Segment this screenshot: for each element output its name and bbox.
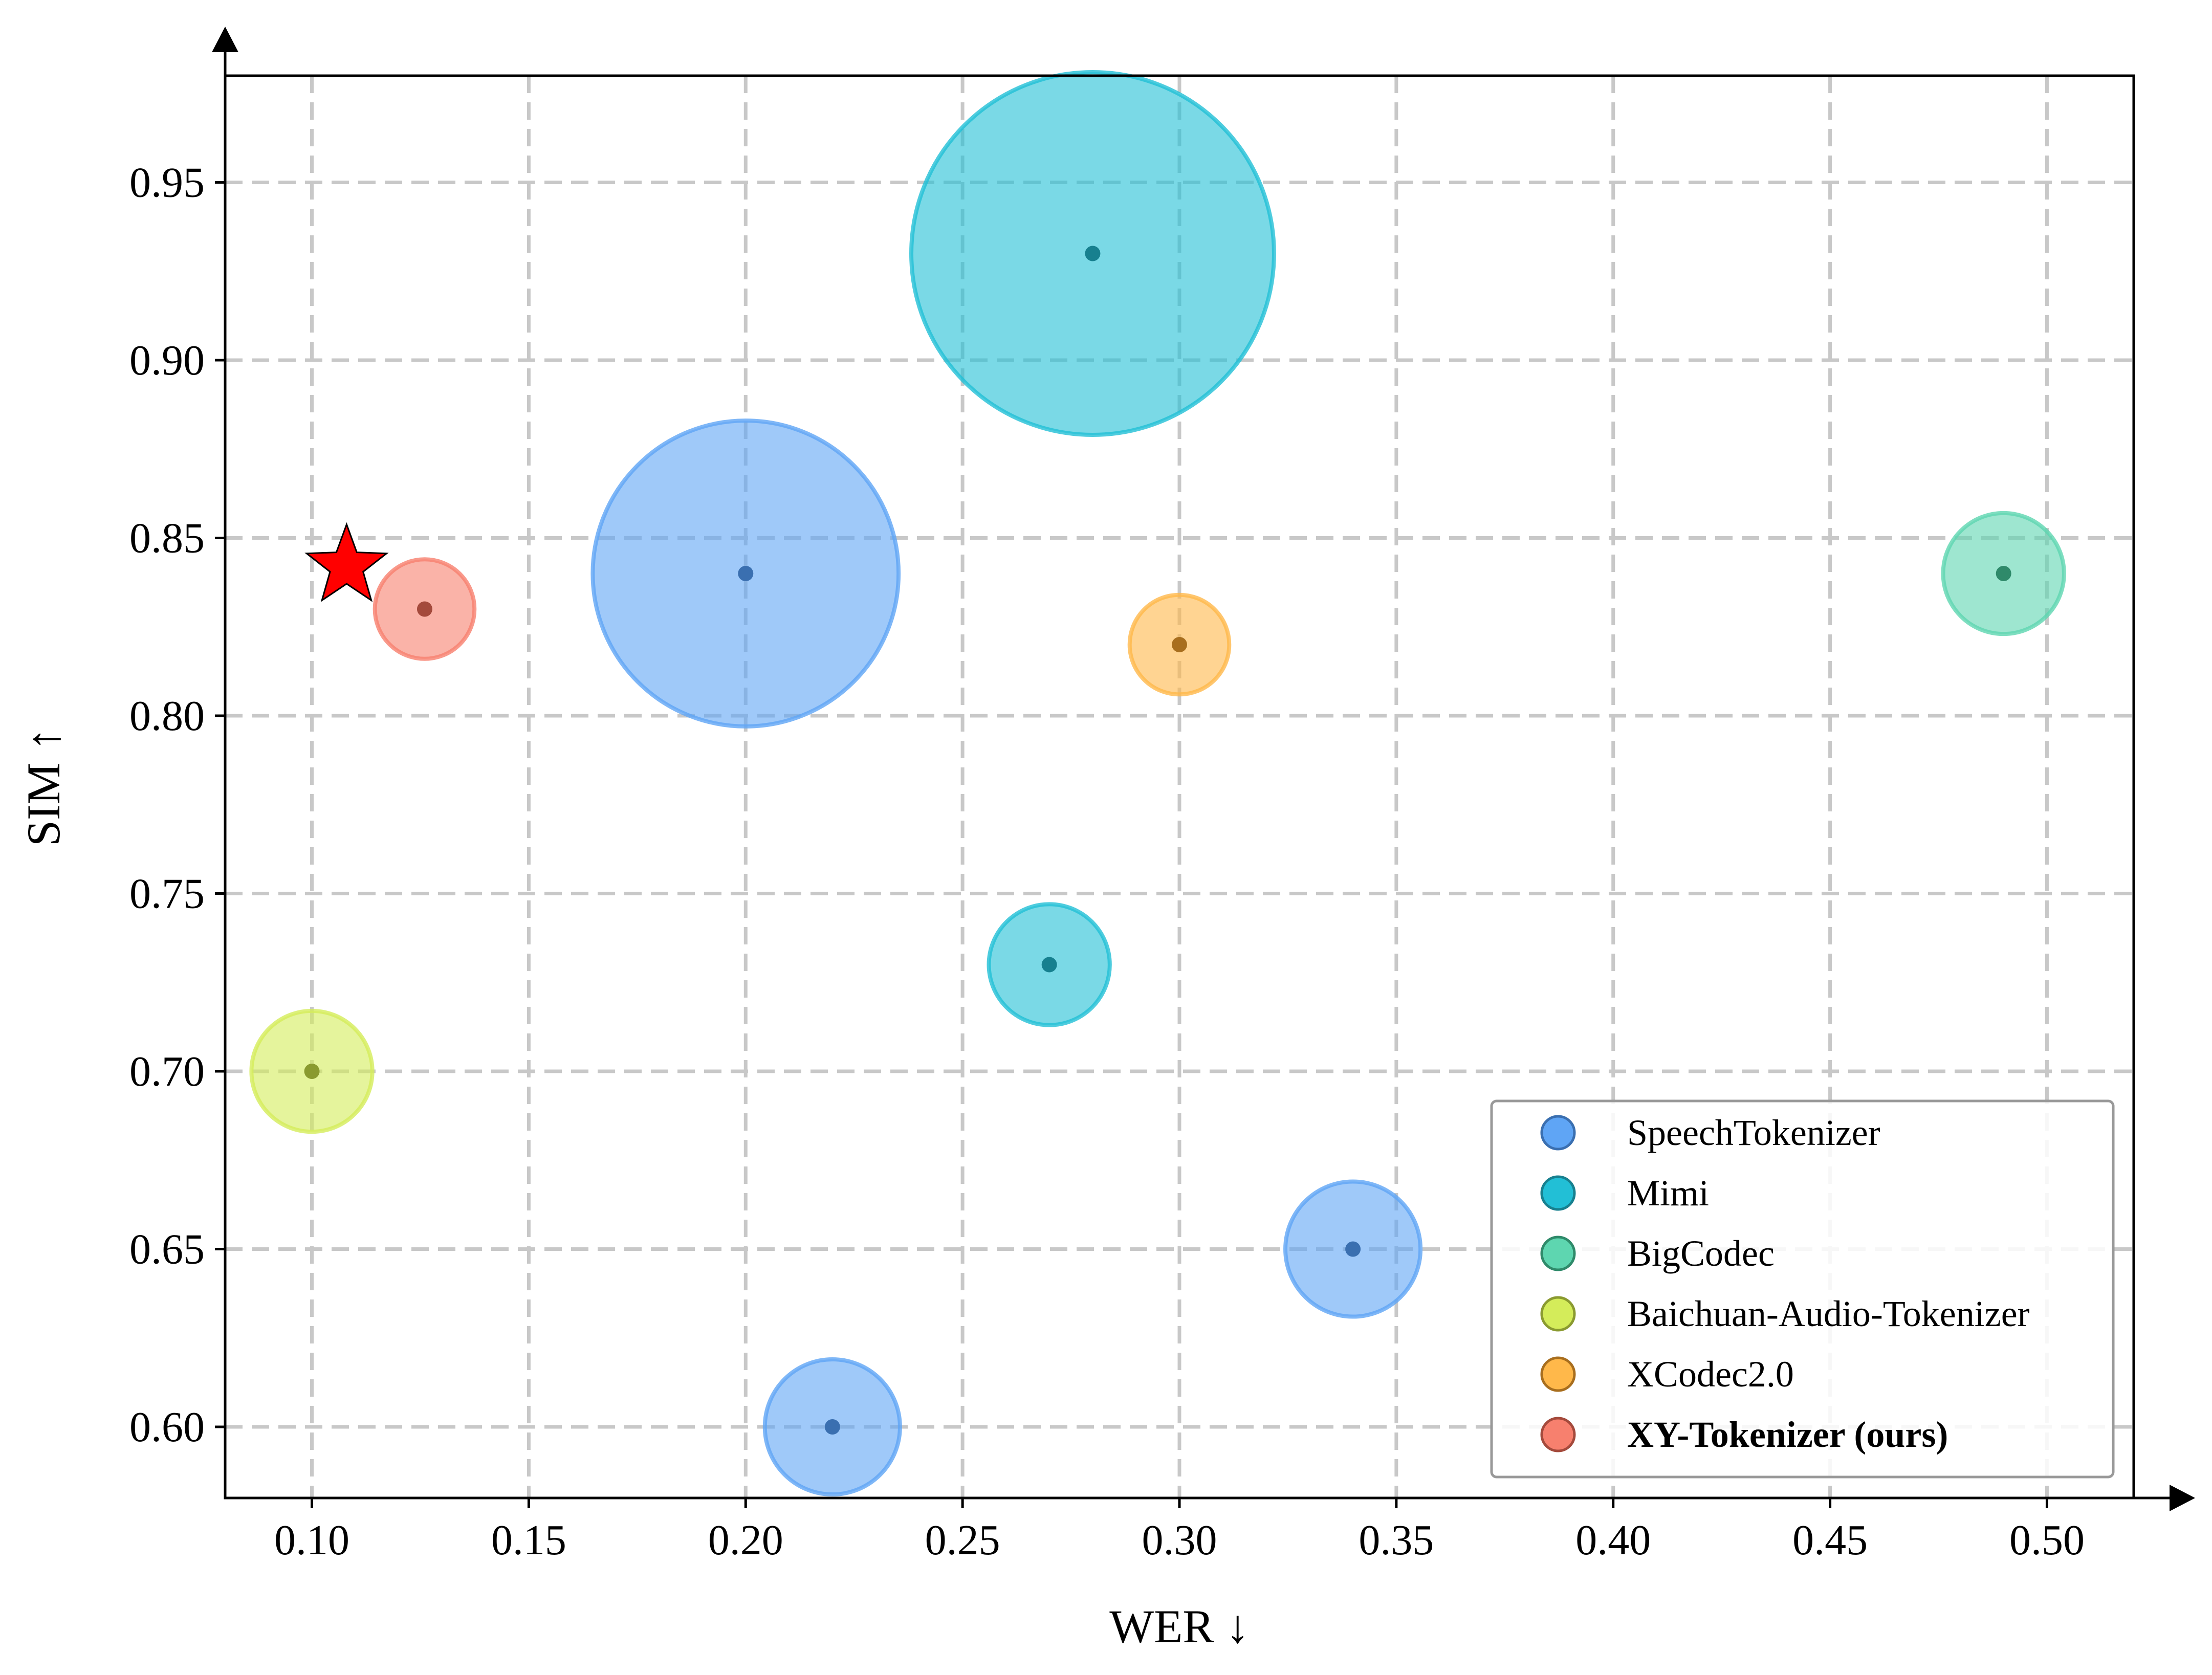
x-tick-label-1: 0.15 [491, 1516, 566, 1564]
legend: SpeechTokenizer Mimi BigCodec Baichuan-Audi… [1490, 1099, 2115, 1479]
y-tick-label-4: 0.80 [129, 692, 205, 740]
legend-label-2: BigCodec [1627, 1233, 1775, 1274]
legend-label-1: Mimi [1627, 1173, 1709, 1214]
axis-arrows [212, 27, 2195, 1511]
legend-label-5: XY-Tokenizer (ours) [1627, 1414, 1948, 1455]
x-tick-label-2: 0.20 [708, 1516, 783, 1564]
x-tick-label-5: 0.35 [1359, 1516, 1434, 1564]
y-axis-title: SIM ↑ [17, 728, 70, 847]
legend-box [1490, 1099, 2115, 1479]
y-tick-label-2: 0.70 [129, 1048, 205, 1095]
y-tick-label-5: 0.85 [129, 515, 205, 562]
x-tick-label-0: 0.10 [274, 1516, 349, 1564]
x-tick-label-4: 0.30 [1142, 1516, 1217, 1564]
bubble-center-1-1 [1041, 957, 1057, 973]
legend-marker-1 [1540, 1175, 1576, 1211]
legend-marker-2 [1540, 1236, 1576, 1271]
x-tick-label-6: 0.40 [1575, 1516, 1651, 1564]
y-tick-label-0: 0.60 [129, 1403, 205, 1451]
legend-marker-0 [1540, 1115, 1576, 1151]
x-axis-title: WER ↓ [1109, 1600, 1249, 1652]
bubbles [249, 70, 2066, 1497]
axis-ticks: 0.10 0.15 0.20 0.25 0.30 0.35 0.40 0.45 0.50 0.60… [129, 159, 2085, 1564]
star-marker-layer [304, 522, 389, 602]
bubble-center-2-0 [1996, 566, 2011, 581]
x-axis-arrowhead [2170, 1485, 2195, 1511]
bubble-center-0-1 [1345, 1241, 1361, 1257]
legend-label-0: SpeechTokenizer [1627, 1112, 1880, 1153]
legend-label-4: XCodec2.0 [1627, 1354, 1794, 1395]
bubble-center-1-0 [1085, 246, 1101, 261]
bubble-center-3-0 [304, 1064, 320, 1079]
y-tick-label-3: 0.75 [129, 870, 205, 918]
y-tick-label-7: 0.95 [129, 159, 205, 207]
bubble-center-4-0 [1172, 637, 1187, 652]
y-axis-arrowhead [212, 27, 238, 52]
y-tick-label-1: 0.65 [129, 1226, 205, 1273]
bubble-center-0-0 [738, 566, 754, 581]
x-tick-label-3: 0.25 [925, 1516, 1000, 1564]
y-tick-label-6: 0.90 [129, 337, 205, 384]
x-tick-label-8: 0.50 [2009, 1516, 2085, 1564]
legend-label-3: Baichuan-Audio-Tokenizer [1627, 1293, 2030, 1334]
legend-marker-5 [1540, 1417, 1576, 1452]
x-tick-label-7: 0.45 [1792, 1516, 1868, 1564]
legend-marker-4 [1540, 1356, 1576, 1392]
star-marker-0 [304, 522, 389, 602]
legend-marker-3 [1540, 1296, 1576, 1332]
bubble-center-5-0 [417, 601, 432, 617]
bubble-center-0-2 [824, 1419, 840, 1435]
